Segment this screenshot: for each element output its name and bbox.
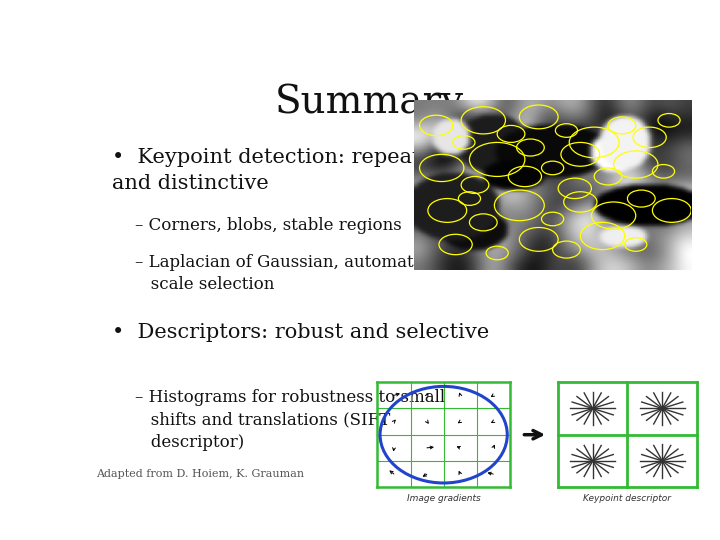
Text: •  Descriptors: robust and selective: • Descriptors: robust and selective	[112, 322, 490, 342]
Text: •  Keypoint detection: repeatable
and distinctive: • Keypoint detection: repeatable and dis…	[112, 148, 466, 193]
Text: Adapted from D. Hoiem, K. Grauman: Adapted from D. Hoiem, K. Grauman	[96, 469, 304, 478]
Text: – Laplacian of Gaussian, automatic
   scale selection: – Laplacian of Gaussian, automatic scale…	[135, 254, 428, 293]
Text: – Corners, blobs, stable regions: – Corners, blobs, stable regions	[135, 217, 401, 234]
Text: – Histograms for robustness to small
   shifts and translations (SIFT
   descrip: – Histograms for robustness to small shi…	[135, 389, 445, 450]
Text: Keypoint descriptor: Keypoint descriptor	[583, 494, 672, 503]
Text: Image gradients: Image gradients	[407, 494, 480, 503]
Text: Summary: Summary	[274, 84, 464, 122]
